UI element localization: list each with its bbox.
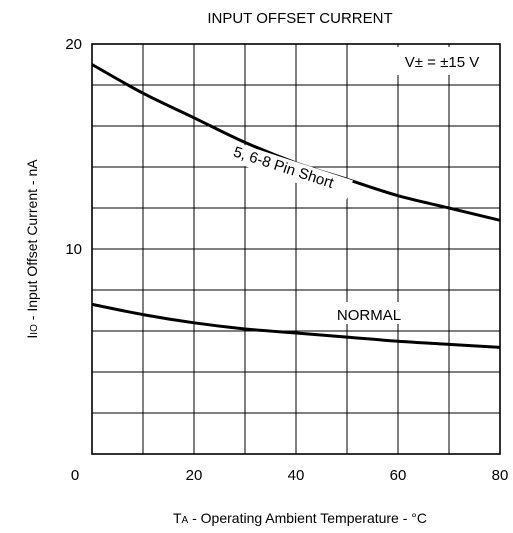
chart-title: INPUT OFFSET CURRENT (207, 10, 392, 27)
series-label-pin-short-bg (213, 137, 353, 200)
series-label-normal-bg (322, 302, 416, 324)
y-tick-label: 10 (65, 241, 82, 258)
x-axis-label-main: T (173, 510, 182, 526)
x-axis-label-sub: A (182, 515, 189, 526)
x-tick-label: 60 (390, 467, 407, 484)
y-tick-labels: 10 20 (65, 36, 82, 258)
condition-label: V± = ±15 V (405, 54, 479, 71)
y-axis-label-main: I (24, 335, 40, 339)
x-axis-label-rest: - Operating Ambient Temperature - °C (188, 510, 427, 526)
plot-frame (91, 43, 501, 455)
series-line-normal (91, 302, 501, 349)
condition-box-bg (388, 47, 497, 75)
y-tick-label: 20 (65, 36, 82, 53)
y-axis-label-sub: IO (29, 324, 40, 335)
series-label-pin-short-group: 5, 6-8 Pin Short (213, 137, 353, 200)
x-tick-label: 0 (71, 467, 79, 484)
series-label-normal: NORMAL (337, 307, 401, 324)
x-tick-label: 80 (492, 467, 509, 484)
series-label-pin-short: 5, 6-8 Pin Short (231, 144, 336, 193)
x-tick-label: 20 (186, 467, 203, 484)
y-axis-label-rest: - Input Offset Current - nA (24, 159, 40, 324)
x-tick-labels: 0 20 40 60 80 (71, 467, 509, 484)
x-axis-label: TA - Operating Ambient Temperature - °C (173, 510, 427, 526)
x-tick-label: 40 (288, 467, 305, 484)
grid-lines (92, 44, 500, 454)
y-axis-label: IIO - Input Offset Current - nA (24, 159, 40, 339)
